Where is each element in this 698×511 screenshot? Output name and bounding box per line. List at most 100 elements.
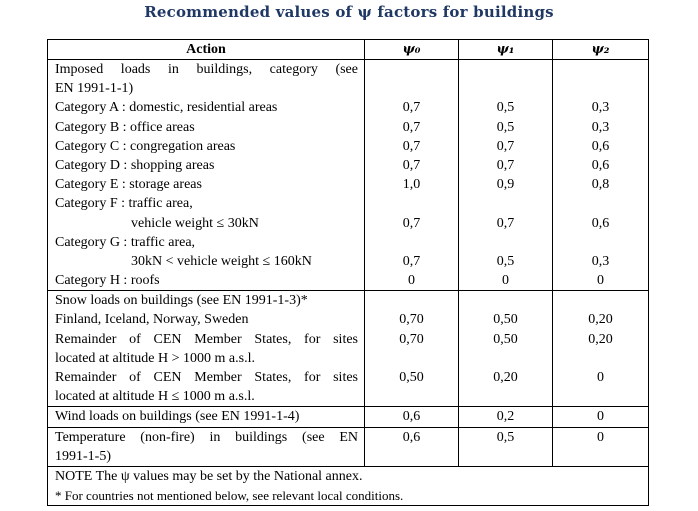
psi1-cell: 0,5 — [458, 427, 553, 467]
psi0-value: 1,0 — [402, 177, 421, 193]
psi1-value: 0,9 — [496, 177, 515, 193]
psi2-value — [553, 194, 648, 213]
psi1-value — [459, 387, 552, 406]
psi1-value — [459, 60, 552, 79]
notes-cell: NOTE The ψ values may be set by the Nati… — [47, 465, 649, 507]
psi1-value: 0,7 — [496, 138, 515, 154]
header-row: Action ψ₀ ψ₁ ψ₂ — [47, 39, 649, 60]
action-line: Remainder of CEN Member States, for site… — [55, 331, 358, 347]
psi0-value: 0,7 — [402, 100, 421, 116]
psi0-value: 0,7 — [402, 157, 421, 173]
psi2-value: 0,20 — [588, 312, 613, 328]
action-line: EN 1991-1-1) — [55, 81, 134, 97]
action-line: Finland, Iceland, Norway, Sweden — [55, 312, 249, 328]
action-cell: Snow loads on buildings (see EN 1991-1-3… — [47, 290, 365, 408]
note-line: * For countries not mentioned below, see… — [55, 488, 404, 504]
psi0-value: 0 — [408, 273, 415, 289]
psi1-value: 0,2 — [496, 409, 515, 425]
group-wind-loads: Wind loads on buildings (see EN 1991-1-4… — [47, 406, 649, 428]
action-line: Temperature (non-fire) in buildings (see… — [55, 429, 358, 445]
header-psi2: ψ₂ — [552, 39, 649, 60]
psi1-value: 0,50 — [493, 331, 518, 347]
action-cell: Temperature (non-fire) in buildings (see… — [47, 427, 365, 467]
psi1-value: 0,5 — [496, 429, 515, 445]
psi1-value — [459, 291, 552, 310]
psi1-cell: 0,2 — [458, 406, 553, 428]
psi0-value: 0,7 — [402, 253, 421, 269]
psi2-value — [553, 291, 648, 310]
note-line: NOTE The ψ values may be set by the Nati… — [55, 468, 363, 484]
action-line: Remainder of CEN Member States, for site… — [55, 370, 358, 385]
psi2-value — [553, 60, 648, 79]
psi0-value — [365, 194, 458, 213]
psi0-value: 0,7 — [402, 215, 421, 231]
psi2-value — [553, 79, 648, 98]
psi1-cell: 0,50 0,50 0,20 — [458, 290, 553, 408]
page-title: Recommended values of ψ factors for buil… — [144, 3, 554, 21]
notes-section: NOTE The ψ values may be set by the Nati… — [47, 465, 649, 507]
psi2-value: 0 — [597, 273, 604, 289]
psi0-value: 0,7 — [402, 119, 421, 135]
psi1-value — [459, 349, 552, 368]
psi1-value: 0,7 — [496, 215, 515, 231]
psi0-cell: 0,70 0,70 0,50 — [364, 290, 459, 408]
action-line: located at altitude H > 1000 m a.s.l. — [55, 350, 255, 366]
psi2-cell: 0,20 0,20 0 — [552, 290, 649, 408]
psi-factors-table: Action ψ₀ ψ₁ ψ₂ Imposed loads in buildin… — [47, 39, 649, 507]
action-cell: Imposed loads in buildings, category (se… — [47, 59, 365, 292]
psi1-value — [459, 79, 552, 98]
psi0-value — [365, 387, 458, 406]
psi2-value: 0,6 — [591, 215, 610, 231]
psi2-value: 0,3 — [591, 100, 610, 116]
header-psi1: ψ₁ — [458, 39, 553, 60]
psi2-value: 0,20 — [588, 331, 613, 347]
psi2-value: 0,6 — [591, 157, 610, 173]
table-row: Imposed loads in buildings, category (se… — [47, 59, 649, 292]
group-imposed-loads: Imposed loads in buildings, category (se… — [47, 59, 649, 292]
table-row: Temperature (non-fire) in buildings (see… — [47, 427, 649, 467]
action-line: Category E : storage areas — [55, 177, 202, 193]
action-line: Category F : traffic area, — [55, 196, 193, 212]
psi2-cell: 0 — [552, 427, 649, 467]
psi1-value: 0,5 — [496, 119, 515, 135]
psi0-cell: 0,7 0,7 0,7 0,7 1,0 0,7 0,7 0 — [364, 59, 459, 292]
header-action: Action — [47, 39, 365, 60]
psi0-value — [365, 233, 458, 252]
psi2-value: 0,8 — [591, 177, 610, 193]
psi0-value — [365, 79, 458, 98]
psi0-value: 0,70 — [399, 331, 424, 347]
psi0-cell: 0,6 — [364, 406, 459, 428]
table-row: Wind loads on buildings (see EN 1991-1-4… — [47, 406, 649, 428]
psi0-value: 0,7 — [402, 138, 421, 154]
group-temperature: Temperature (non-fire) in buildings (see… — [47, 427, 649, 467]
action-line: 30kN < vehicle weight ≤ 160kN — [131, 253, 312, 269]
psi1-value: 0,20 — [493, 370, 518, 385]
psi1-value: 0,5 — [496, 253, 515, 269]
action-cell: Wind loads on buildings (see EN 1991-1-4… — [47, 406, 365, 428]
action-line: located at altitude H ≤ 1000 m a.s.l. — [55, 389, 255, 405]
action-line: Category B : office areas — [55, 119, 195, 135]
psi2-value: 0 — [597, 409, 604, 425]
psi1-value — [459, 233, 552, 252]
group-snow-loads: Snow loads on buildings (see EN 1991-1-3… — [47, 290, 649, 408]
psi1-value: 0,50 — [493, 312, 518, 328]
psi2-value — [553, 387, 648, 406]
action-line: Category C : congregation areas — [55, 138, 236, 154]
psi1-value — [459, 447, 552, 466]
table-row: Snow loads on buildings (see EN 1991-1-3… — [47, 290, 649, 408]
psi2-value: 0,3 — [591, 119, 610, 135]
action-line: Category G : traffic area, — [55, 234, 196, 250]
psi2-value — [553, 233, 648, 252]
action-line: Category H : roofs — [55, 273, 160, 289]
psi2-cell: 0 — [552, 406, 649, 428]
header-psi0: ψ₀ — [364, 39, 459, 60]
psi1-value — [459, 194, 552, 213]
action-line: Category D : shopping areas — [55, 157, 215, 173]
psi2-cell: 0,3 0,3 0,6 0,6 0,8 0,6 0,3 0 — [552, 59, 649, 292]
psi0-value: 0,50 — [399, 370, 424, 385]
psi2-value: 0,6 — [591, 138, 610, 154]
psi2-value — [553, 447, 648, 466]
psi0-value: 0,70 — [399, 312, 424, 328]
psi0-value — [365, 291, 458, 310]
psi2-value — [553, 349, 648, 368]
